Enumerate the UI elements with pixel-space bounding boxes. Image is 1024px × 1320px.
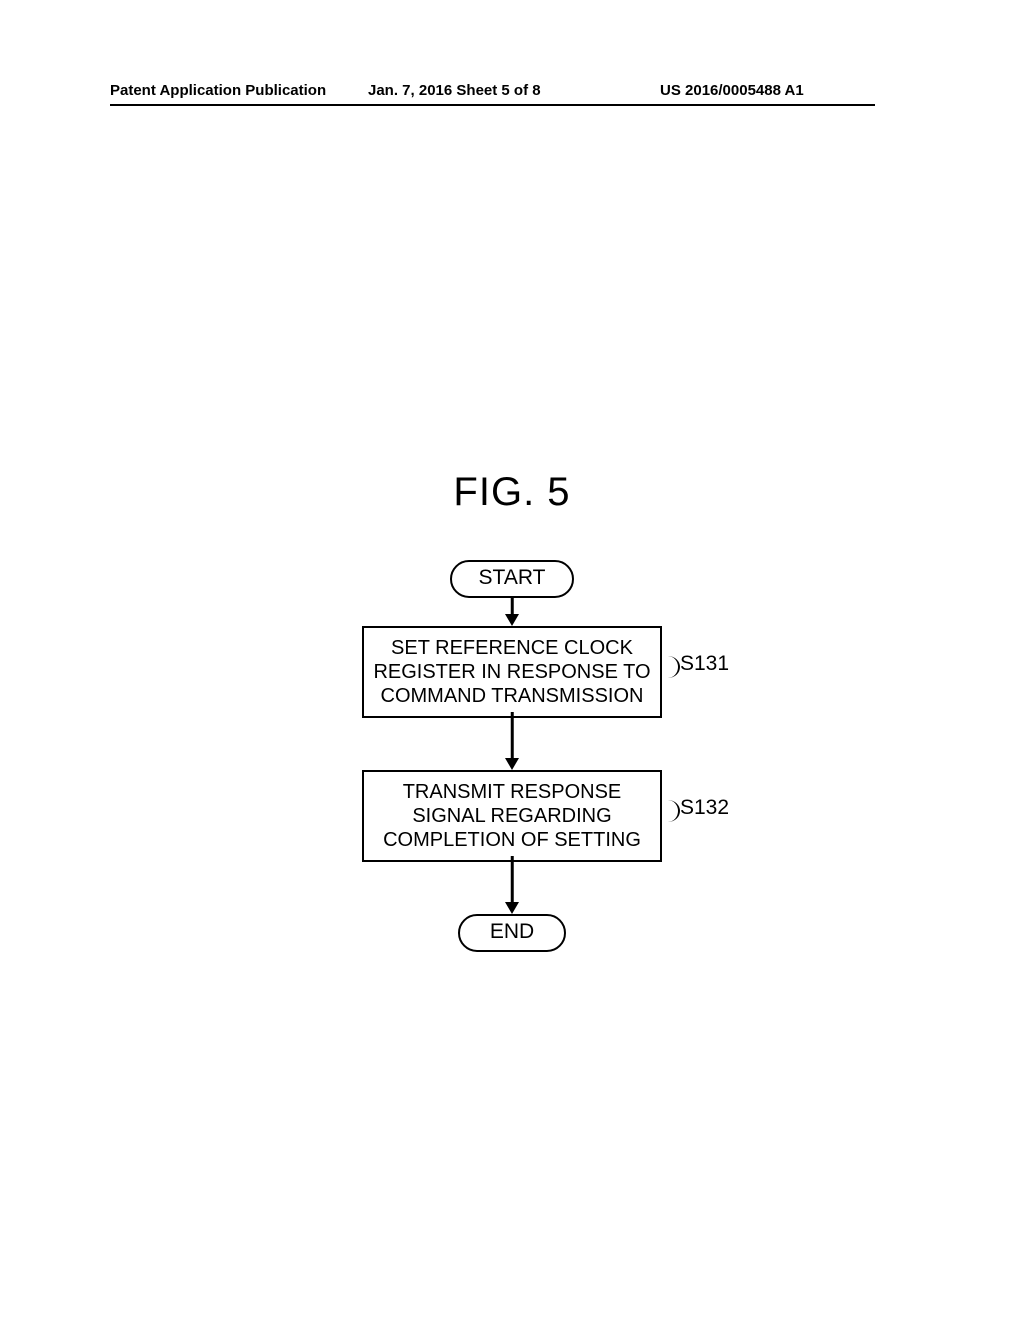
header-date-sheet: Jan. 7, 2016 Sheet 5 of 8 xyxy=(368,82,541,99)
flow-arrow-1-head xyxy=(505,614,519,626)
flow-arrow-2-line xyxy=(511,712,514,759)
figure-label: FIG. 5 xyxy=(0,470,1024,515)
flow-process-s131: SET REFERENCE CLOCK REGISTER IN RESPONSE… xyxy=(362,626,662,718)
flow-end-node: END xyxy=(458,914,566,952)
flow-arrow-2-head xyxy=(505,758,519,770)
flow-arrow-3-line xyxy=(511,856,514,903)
flow-start-node: START xyxy=(450,560,574,598)
flow-arrow-3-head xyxy=(505,902,519,914)
ref-label-s132: S132 xyxy=(680,796,729,820)
ref-connector-s131 xyxy=(656,656,680,678)
header-publication: Patent Application Publication xyxy=(110,82,326,99)
header-pubnum: US 2016/0005488 A1 xyxy=(660,82,804,99)
ref-label-s131: S131 xyxy=(680,652,729,676)
ref-connector-s132 xyxy=(656,800,680,822)
flow-process-s132: TRANSMIT RESPONSE SIGNAL REGARDING COMPL… xyxy=(362,770,662,862)
header-divider xyxy=(110,104,875,106)
